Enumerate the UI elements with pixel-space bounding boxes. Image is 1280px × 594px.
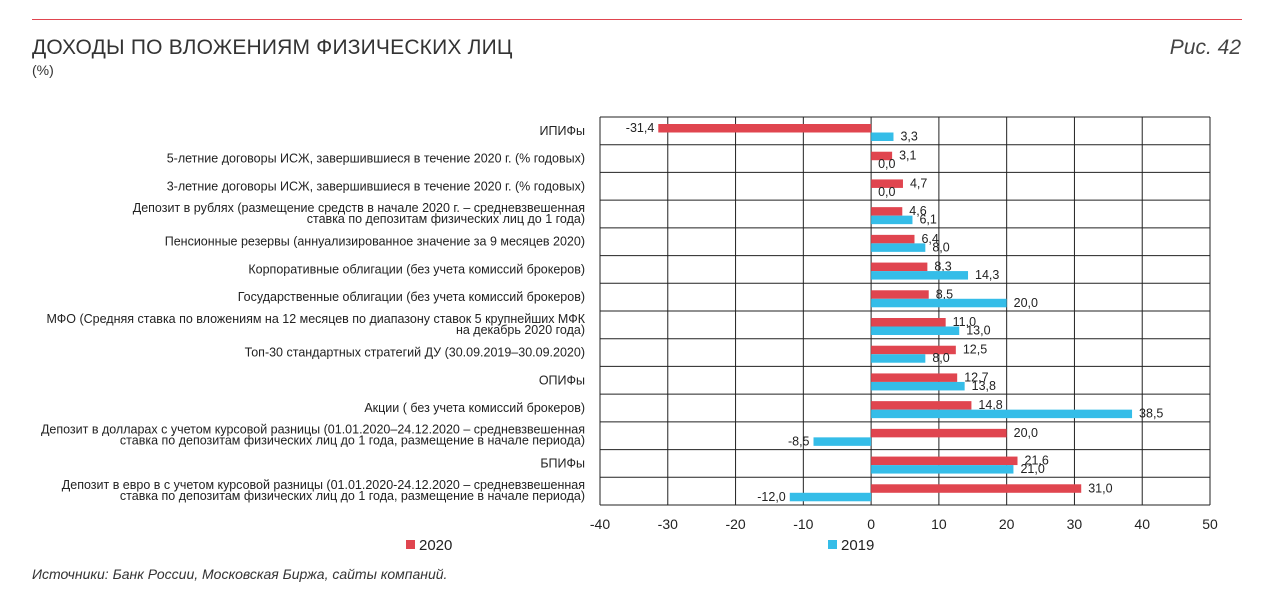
category-label: БПИФы [540,456,585,470]
bar-2019 [789,492,872,502]
bar-2020 [871,456,1018,466]
category-label: ИПИФы [540,124,585,138]
bar-2020 [871,151,893,161]
chart-title: ДОХОДЫ ПО ВЛОЖЕНИЯМ ФИЗИЧЕСКИХ ЛИЦ [32,36,513,59]
bar-2020 [871,179,903,188]
value-label-2019: 8,0 [932,351,949,365]
x-tick-label: 0 [867,516,875,532]
value-label-2020: 31,0 [1088,481,1112,495]
value-label-2019: 0,0 [878,185,895,199]
category-label: Депозит в долларах с учетом курсовой раз… [41,423,585,437]
bar-2019 [871,298,1007,308]
legend-swatch-2020 [406,540,415,549]
x-tick-label: -40 [590,516,610,532]
value-label-2020: 14,8 [978,398,1002,412]
bar-2020 [871,234,915,244]
value-label-2020: 11,0 [953,315,976,329]
header-accent-line [32,19,1242,20]
bar-2019 [871,132,894,141]
category-label: Депозит в рублях (размещение средств в н… [133,201,585,215]
source-note: Источники: Банк России, Московская Биржа… [32,566,448,582]
value-label-2020: 4,7 [910,176,927,190]
category-label: ставка по депозитам физических лиц до 1 … [120,434,585,448]
legend-label-2020: 2020 [419,537,452,554]
bar-2020 [871,484,1082,493]
value-label-2020: 8,3 [934,260,951,274]
bar-2019 [871,215,913,225]
value-label-2019: 21,0 [1020,462,1044,476]
bar-2020 [871,401,972,410]
bar-2020 [871,290,929,299]
value-label-2020: 12,7 [964,370,988,384]
bar-2020 [871,345,956,355]
bar-2019 [871,409,1133,419]
x-tick-label: -10 [793,516,813,532]
value-label-2020: -31,4 [626,121,655,135]
legend-swatch-2019 [828,540,837,549]
value-label-2019: -12,0 [757,490,786,504]
value-label-2019: 13,0 [966,324,990,338]
bar-2019 [871,465,1014,474]
x-tick-label: 30 [1067,516,1083,532]
value-label-2019: 38,5 [1139,407,1163,421]
category-label: 3-летние договоры ИСЖ, завершившиеся в т… [167,179,585,193]
category-label: на декабрь 2020 года) [456,323,585,337]
x-tick-label: -20 [725,516,745,532]
category-label: Топ-30 стандартных стратегий ДУ (30.09.2… [245,346,585,360]
value-label-2020: 21,6 [1025,454,1049,468]
bar-2020 [871,373,958,382]
value-label-2019: 13,8 [972,379,996,393]
category-label: Депозит в евро в с учетом курсовой разни… [62,478,585,492]
value-label-2020: 20,0 [1014,426,1038,440]
x-tick-label: 10 [931,516,947,532]
bar-2019 [813,437,872,446]
figure-label: Рис. 42 [1169,36,1241,59]
category-label: Акции ( без учета комиссий брокеров) [364,401,585,415]
bar-2019 [871,381,965,391]
bar-2020 [871,207,903,216]
category-label: Пенсионные резервы (аннуализированное зн… [165,235,585,249]
value-label-2019: 6,1 [919,213,936,227]
value-label-2020: 6,4 [921,232,938,246]
x-tick-label: 50 [1202,516,1218,532]
bar-2020 [658,124,872,133]
bar-2019 [871,243,926,252]
value-label-2020: 8,5 [936,287,953,301]
bar-2020 [871,318,946,327]
category-label: Корпоративные облигации (без учета комис… [248,262,585,276]
value-label-2019: 0,0 [878,157,895,171]
bar-2019 [871,271,969,280]
value-label-2020: 12,5 [963,343,987,357]
category-label: ОПИФы [539,373,585,387]
value-label-2019: 3,3 [900,130,917,144]
bar-2019 [871,354,926,363]
value-label-2019: 8,0 [932,240,949,254]
value-label-2019: -8,5 [788,434,810,448]
bar-2019 [871,326,960,335]
value-label-2020: 4,6 [909,204,926,218]
value-label-2019: 14,3 [975,268,999,282]
value-label-2019: 20,0 [1014,296,1038,310]
category-label: ставка по депозитам физических лиц до 1 … [307,212,585,226]
value-label-2020: 3,1 [899,149,916,163]
bar-2020 [871,262,928,272]
x-tick-label: 40 [1134,516,1150,532]
x-tick-label: 20 [999,516,1015,532]
chart-subtitle: (%) [32,62,54,78]
legend-label-2019: 2019 [841,537,874,554]
category-label: ставка по депозитам физических лиц до 1 … [120,489,585,503]
category-label: Государственные облигации (без учета ком… [238,290,585,304]
x-tick-label: -30 [658,516,678,532]
category-label: МФО (Средняя ставка по вложениям на 12 м… [47,312,586,326]
category-label: 5-летние договоры ИСЖ, завершившиеся в т… [167,152,585,166]
bar-2020 [871,428,1007,438]
